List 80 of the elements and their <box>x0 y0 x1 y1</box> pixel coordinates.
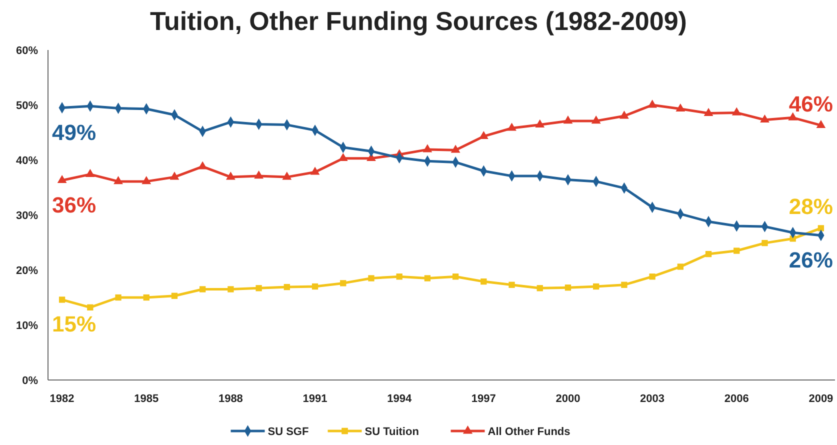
point <box>228 286 234 292</box>
point <box>648 100 657 108</box>
point <box>340 280 346 286</box>
data-label: 28% <box>788 194 833 220</box>
x-tick-label: 2006 <box>724 393 749 405</box>
point <box>816 120 826 128</box>
point <box>760 114 770 123</box>
point <box>620 110 629 119</box>
point <box>480 278 487 285</box>
point <box>564 284 572 291</box>
data-label: 26% <box>788 247 833 272</box>
y-tick-label: 20% <box>16 264 38 277</box>
point <box>338 152 348 162</box>
legend-label: SU Tuition <box>364 426 420 438</box>
data-label: 49% <box>52 120 96 145</box>
y-tick-label: 60% <box>16 44 38 57</box>
point <box>226 172 236 180</box>
point <box>312 283 318 290</box>
y-tick-label: 0% <box>22 374 38 387</box>
x-tick-label: 2009 <box>808 393 834 405</box>
point <box>732 107 742 116</box>
point <box>284 284 290 290</box>
point <box>677 264 684 270</box>
point <box>762 240 768 246</box>
point <box>452 274 459 280</box>
point <box>536 285 543 292</box>
point <box>142 176 152 184</box>
point <box>57 174 67 184</box>
point <box>535 119 545 128</box>
point <box>788 112 798 120</box>
y-tick-label: 50% <box>16 100 38 112</box>
point <box>368 275 374 282</box>
point <box>256 285 262 292</box>
point <box>818 225 824 232</box>
point <box>563 116 573 124</box>
point <box>58 296 66 303</box>
point <box>422 144 432 152</box>
point <box>170 172 180 180</box>
point <box>85 168 95 178</box>
point <box>705 250 712 258</box>
point <box>621 282 628 288</box>
point <box>507 122 516 131</box>
x-tick-label: 1994 <box>387 393 412 405</box>
data-label: 36% <box>52 192 96 218</box>
point <box>649 274 656 280</box>
point <box>254 170 264 179</box>
chart-title: Tuition, Other Funding Sources (1982-2009) <box>150 6 687 36</box>
y-tick-label: 10% <box>16 320 38 332</box>
point <box>450 144 460 153</box>
x-tick-label: 1985 <box>134 393 159 405</box>
point <box>87 304 94 310</box>
point <box>115 294 122 301</box>
x-tick-label: 2003 <box>640 393 665 405</box>
point <box>593 283 600 290</box>
x-tick-label: 1991 <box>302 393 328 405</box>
x-tick-label: 1982 <box>50 393 74 405</box>
point <box>143 294 150 301</box>
legend-label: SU SGF <box>268 426 309 438</box>
point <box>591 116 601 124</box>
point <box>478 130 488 140</box>
point <box>114 176 123 184</box>
point <box>424 275 431 282</box>
point <box>310 166 320 175</box>
point <box>508 282 515 288</box>
point <box>198 161 208 170</box>
data-label: 15% <box>52 312 96 337</box>
point <box>704 108 714 116</box>
point <box>282 172 292 180</box>
x-tick-label: 2000 <box>556 393 580 405</box>
legend-label: All Other Funds <box>488 426 570 438</box>
y-tick-label: 40% <box>16 154 38 167</box>
x-tick-label: 1997 <box>471 393 496 405</box>
point <box>734 248 740 254</box>
point <box>396 274 402 280</box>
data-label: 46% <box>788 91 833 116</box>
x-tick-label: 1988 <box>218 393 243 405</box>
point <box>676 103 686 112</box>
point <box>171 292 178 299</box>
y-tick-label: 30% <box>16 210 38 222</box>
point <box>200 286 206 292</box>
